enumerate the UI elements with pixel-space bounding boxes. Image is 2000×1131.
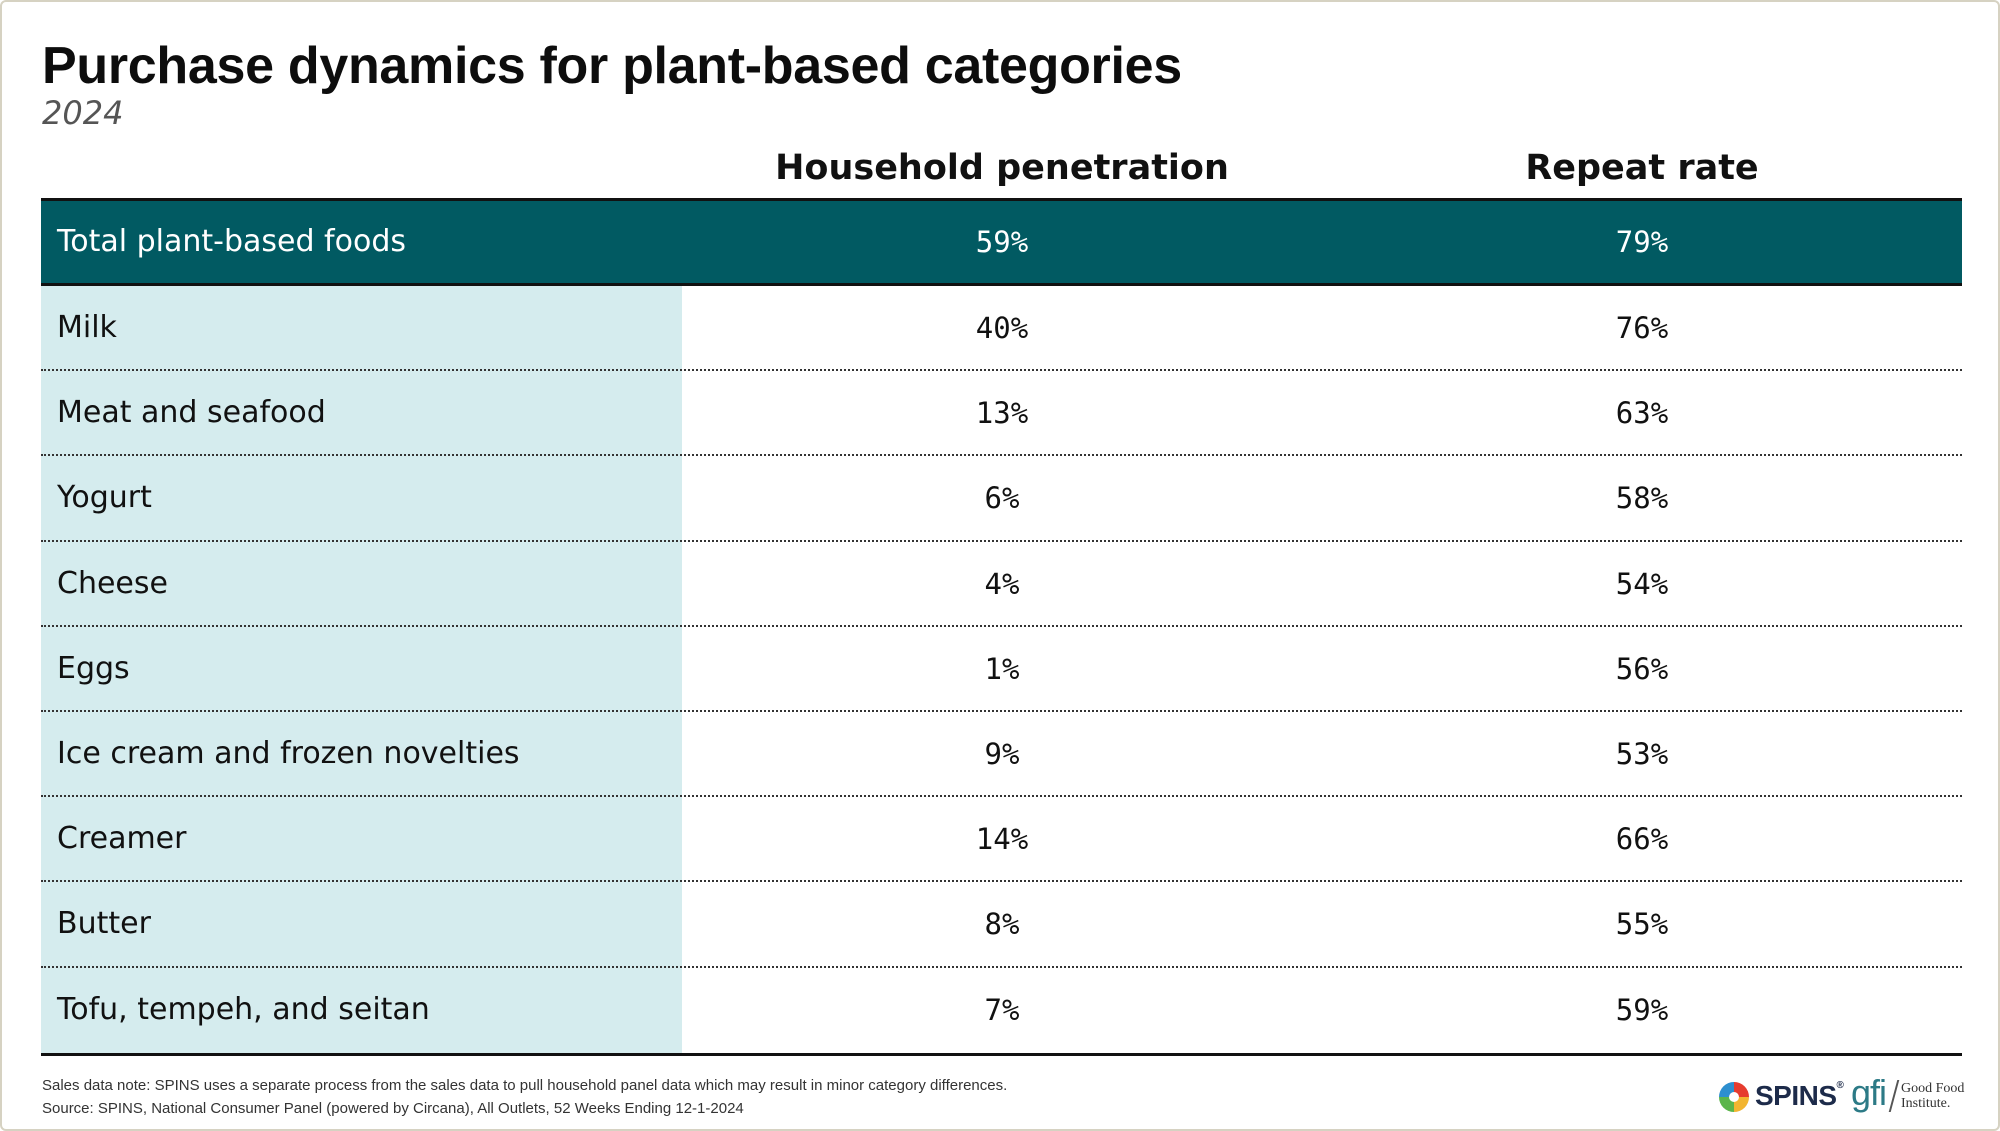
total-row-label: Total plant-based foods <box>57 224 406 259</box>
row-repeat-rate: 53% <box>1615 736 1669 771</box>
row-category-label: Eggs <box>57 650 130 686</box>
chart-title: Purchase dynamics for plant-based catego… <box>42 37 1182 95</box>
row-category-label: Ice cream and frozen novelties <box>57 735 520 771</box>
row-household-penetration: 8% <box>984 907 1020 942</box>
gfi-name-line2: Institute. <box>1901 1096 1951 1111</box>
row-household-penetration: 9% <box>984 736 1020 771</box>
chart-subtitle: 2024 <box>42 94 124 132</box>
column-header-repeat-rate: Repeat rate <box>1525 148 1759 188</box>
row-category-label: Tofu, tempeh, and seitan <box>57 991 430 1027</box>
row-category-label: Yogurt <box>57 480 152 516</box>
row-repeat-rate: 76% <box>1615 311 1669 345</box>
table-bottom-rule <box>41 1053 1962 1056</box>
row-household-penetration: 6% <box>984 481 1020 516</box>
row-repeat-rate: 63% <box>1615 396 1669 431</box>
row-repeat-rate: 54% <box>1615 566 1669 601</box>
logos: SPINS® gfi Good Food Institute. <box>1717 1072 1967 1118</box>
table-top-rule <box>41 198 1962 201</box>
column-header-household-penetration: Household penetration <box>775 148 1229 188</box>
table-row: Meat and seafood 13% 63% <box>41 371 1962 457</box>
total-household-penetration: 59% <box>975 225 1029 259</box>
row-household-penetration: 1% <box>984 651 1020 686</box>
table-row: Eggs 1% 56% <box>41 627 1962 712</box>
row-category-label: Creamer <box>57 821 187 857</box>
row-household-penetration: 7% <box>984 992 1020 1027</box>
row-household-penetration: 14% <box>975 822 1029 857</box>
row-household-penetration: 4% <box>984 566 1020 601</box>
table-row: Cheese 4% 54% <box>41 542 1962 627</box>
row-household-penetration: 40% <box>975 311 1029 345</box>
gfi-logo-divider <box>1888 1080 1900 1112</box>
row-repeat-rate: 55% <box>1615 907 1669 942</box>
spins-logo-text: SPINS® <box>1755 1080 1844 1112</box>
category-column-background <box>41 284 682 1053</box>
table-row: Tofu, tempeh, and seitan 7% 59% <box>41 968 1962 1053</box>
row-category-label: Meat and seafood <box>57 395 326 431</box>
gfi-logo-text: gfi <box>1851 1072 1887 1113</box>
table-row: Milk 40% 76% <box>41 286 1962 372</box>
spins-logo-icon <box>1719 1082 1749 1112</box>
table-row: Creamer 14% 66% <box>41 797 1962 883</box>
source-note: Source: SPINS, National Consumer Panel (… <box>42 1100 744 1117</box>
row-repeat-rate: 56% <box>1615 651 1669 686</box>
sales-data-note: Sales data note: SPINS uses a separate p… <box>42 1077 1008 1094</box>
row-repeat-rate: 66% <box>1615 822 1669 857</box>
table-row: Butter 8% 55% <box>41 882 1962 968</box>
gfi-name: Good Food Institute. <box>1901 1081 1964 1111</box>
data-table: Total plant-based foods 59% 79% Milk 40% 7… <box>41 198 1962 1056</box>
table-row: Ice cream and frozen novelties 9% 53% <box>41 712 1962 798</box>
table-row: Yogurt 6% 58% <box>41 456 1962 542</box>
row-category-label: Butter <box>57 906 151 942</box>
spins-wordmark: SPINS <box>1755 1080 1837 1111</box>
registered-mark: ® <box>1836 1080 1844 1091</box>
row-household-penetration: 13% <box>975 396 1029 431</box>
total-row: Total plant-based foods 59% 79% <box>41 201 1962 286</box>
category-rows: Milk 40% 76% Meat and seafood 13% 63% Yogurt 6%… <box>41 286 1962 1053</box>
gfi-name-line1: Good Food <box>1901 1081 1965 1096</box>
row-repeat-rate: 58% <box>1615 481 1669 516</box>
total-repeat-rate: 79% <box>1615 225 1669 259</box>
row-category-label: Cheese <box>57 565 168 601</box>
row-repeat-rate: 59% <box>1615 992 1669 1027</box>
row-category-label: Milk <box>57 310 117 345</box>
